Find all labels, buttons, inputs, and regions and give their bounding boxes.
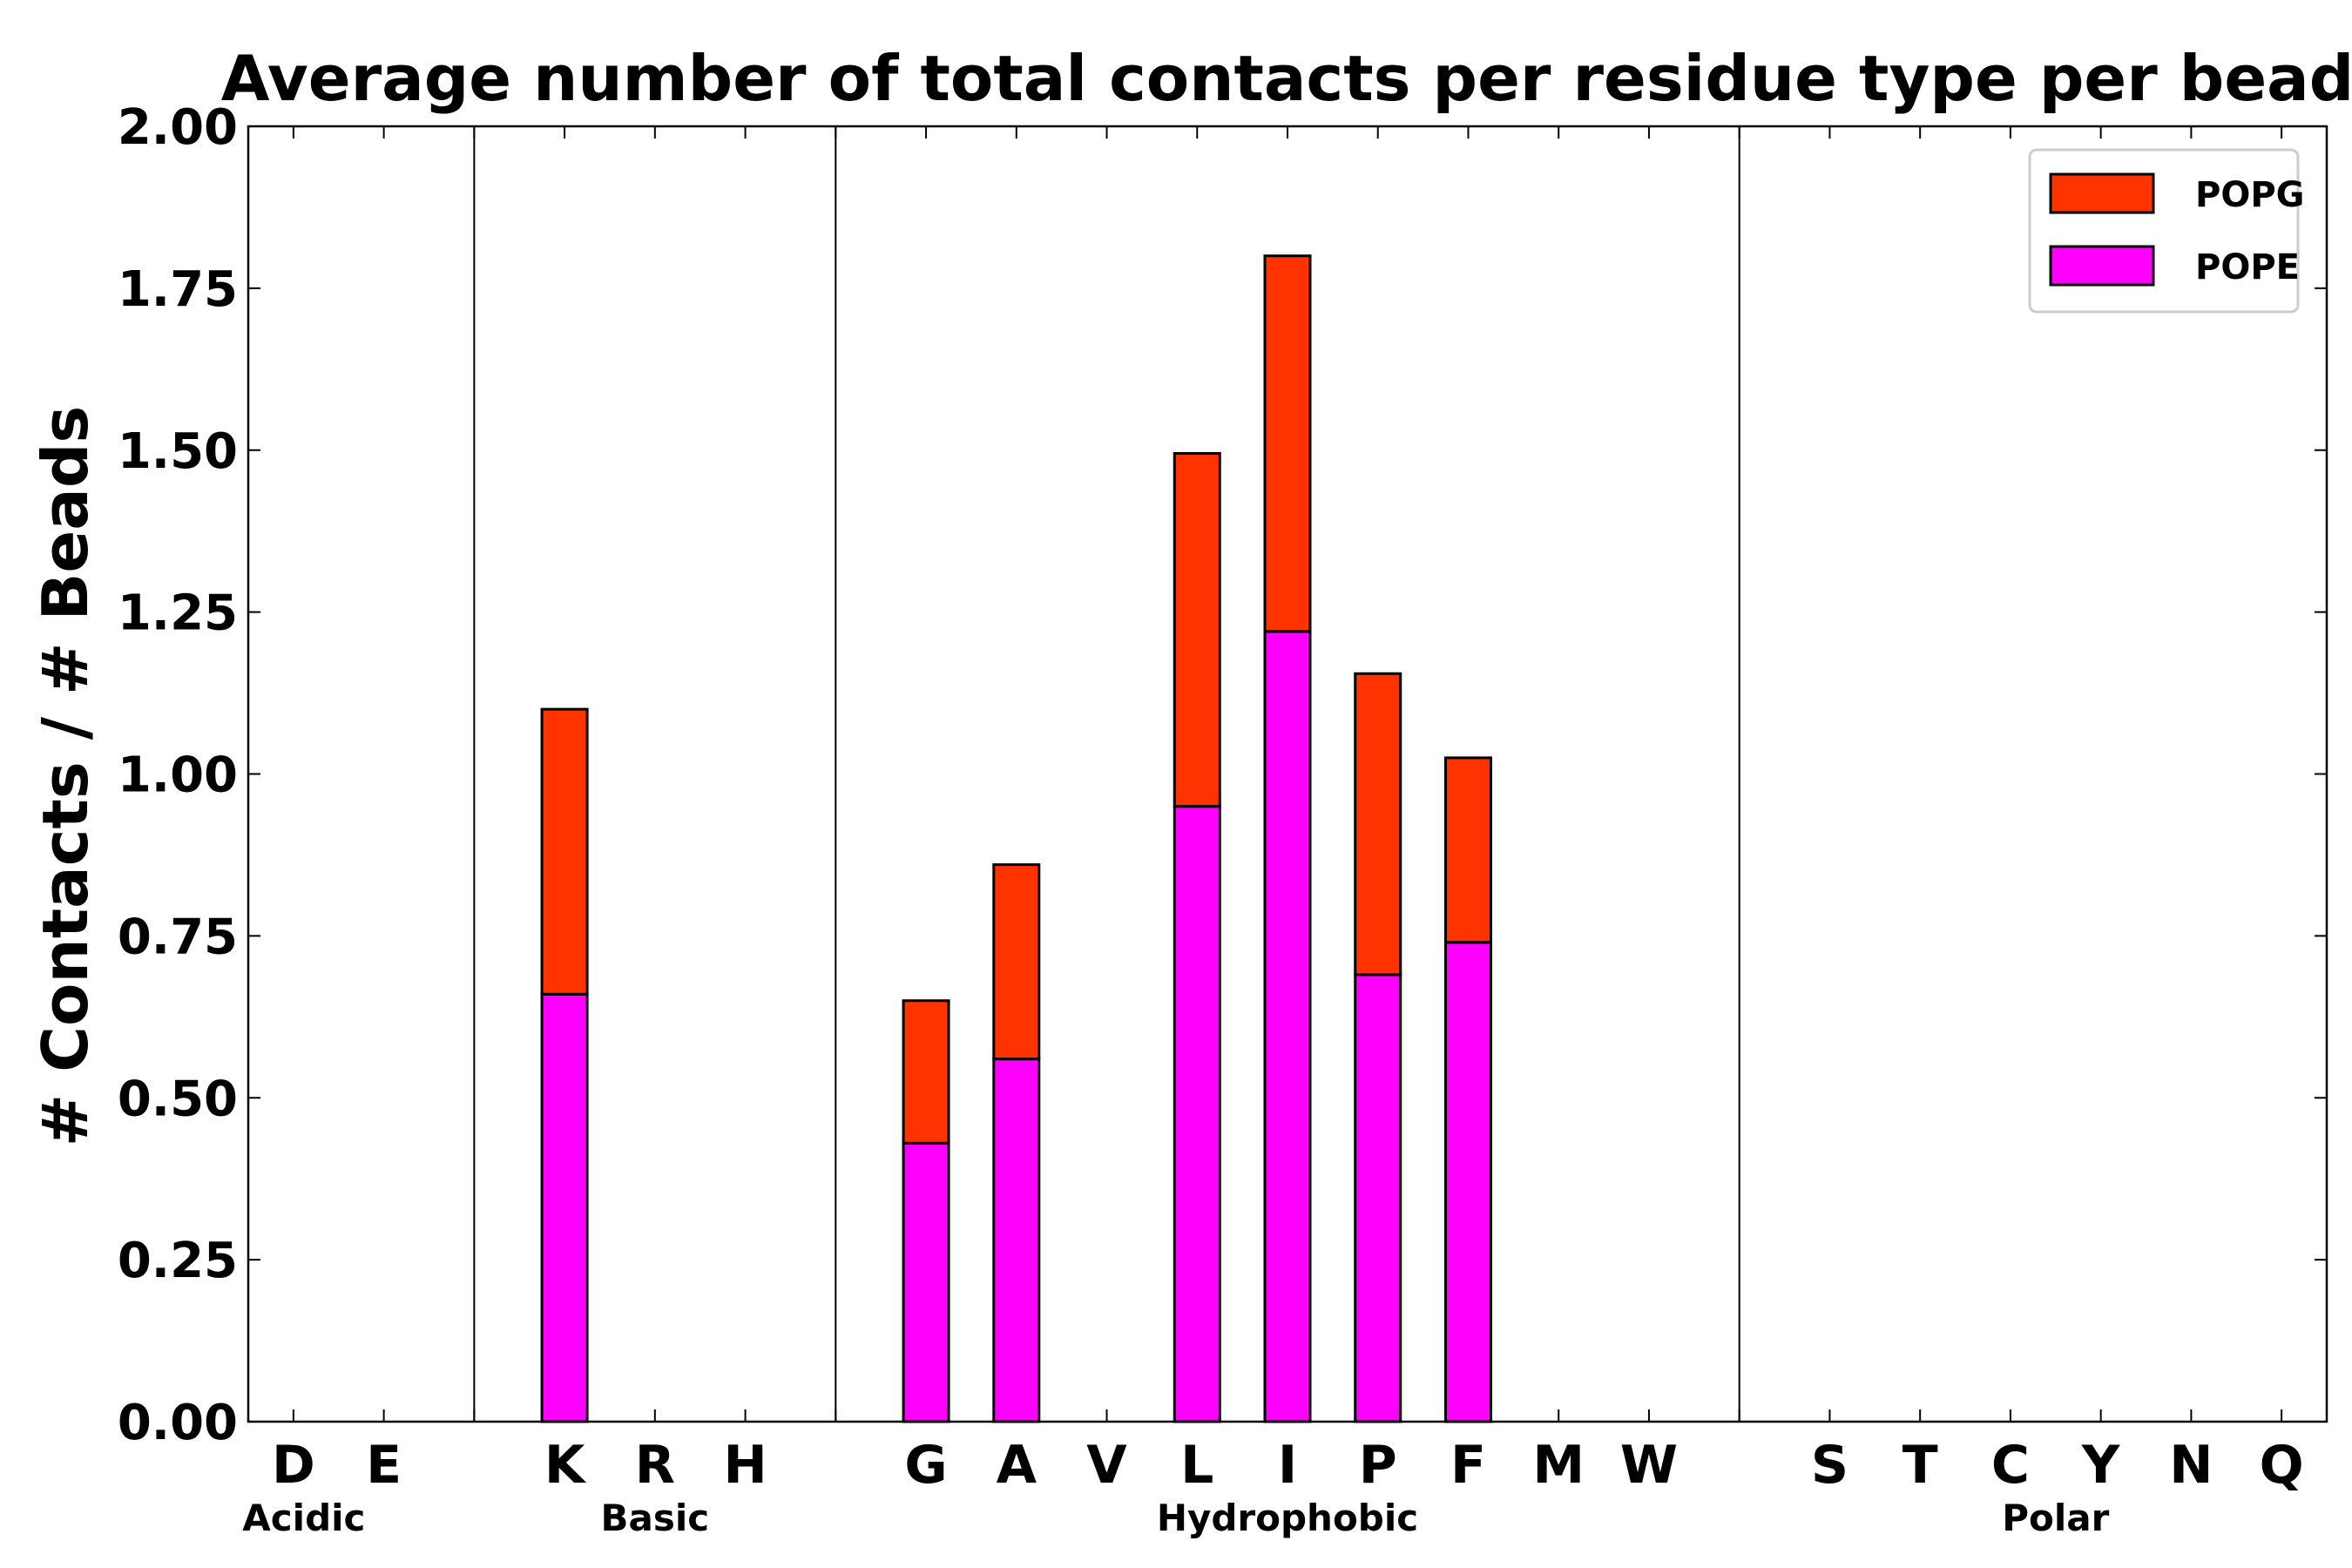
bar-popg-I	[1263, 254, 1312, 633]
y-tick-label: 1.25	[118, 585, 238, 642]
legend-label-pope: POPE	[2195, 247, 2300, 287]
group-label-basic: Basic	[600, 1497, 709, 1539]
y-tick-label: 0.50	[118, 1071, 238, 1127]
x-tick-label-H: H	[723, 1435, 767, 1496]
legend-label-popg: POPG	[2195, 175, 2304, 215]
x-tick-label-M: M	[1532, 1435, 1585, 1496]
bar-popg-L	[1173, 451, 1221, 808]
y-tick-label: 0.00	[118, 1395, 238, 1451]
y-axis-label: # Contacts / # Beads	[29, 406, 102, 1146]
bar-pope-A	[992, 1058, 1041, 1423]
bar-pope-G	[902, 1141, 950, 1423]
bar-pope-K	[540, 992, 589, 1423]
x-tick-label-L: L	[1180, 1435, 1213, 1496]
x-tick-label-V: V	[1086, 1435, 1127, 1496]
bar-popg-A	[992, 863, 1041, 1061]
bar-popg-G	[902, 999, 950, 1145]
x-tick-label-R: R	[635, 1435, 675, 1496]
x-tick-label-T: T	[1903, 1435, 1938, 1496]
group-label-hydrophobic: Hydrophobic	[1157, 1497, 1418, 1539]
group-label-acidic: Acidic	[242, 1497, 365, 1539]
y-tick-label: 1.75	[118, 261, 238, 318]
chart-title: Average number of total contacts per res…	[221, 42, 2352, 115]
plot-area: 0.00 0.25 0.50 0.75 1.00 1.25 1.50 1.75 2.00 D E K R…	[118, 99, 2327, 1539]
bar-popg-P	[1354, 672, 1402, 977]
bar-popg-K	[540, 707, 589, 996]
bar-popg-F	[1443, 756, 1492, 944]
legend: POPG POPE	[2028, 148, 2304, 314]
x-tick-label-E: E	[366, 1435, 402, 1496]
bar-pope-P	[1354, 973, 1402, 1423]
y-tick-label: 0.75	[118, 909, 238, 965]
bar-pope-L	[1173, 805, 1221, 1423]
x-tick-label-Y: Y	[2081, 1435, 2121, 1496]
x-tick-label-I: I	[1278, 1435, 1297, 1496]
x-tick-label-F: F	[1450, 1435, 1486, 1496]
x-tick-label-P: P	[1359, 1435, 1397, 1496]
x-tick-label-A: A	[997, 1435, 1037, 1496]
bar-pope-I	[1263, 630, 1312, 1423]
x-tick-label-N: N	[2169, 1435, 2213, 1496]
x-tick-label-C: C	[1991, 1435, 2030, 1496]
legend-swatch-popg	[2049, 172, 2155, 214]
y-tick-label: 1.00	[118, 747, 238, 804]
x-tick-label-D: D	[272, 1435, 315, 1496]
x-tick-label-G: G	[904, 1435, 947, 1496]
y-tick-label: 2.00	[118, 99, 238, 156]
x-tick-label-Q: Q	[2260, 1435, 2304, 1496]
x-tick-label-S: S	[1811, 1435, 1848, 1496]
plot-frame	[247, 125, 2328, 1423]
bar-pope-F	[1443, 941, 1492, 1423]
x-tick-label-K: K	[544, 1435, 587, 1496]
group-label-polar: Polar	[2002, 1497, 2109, 1539]
y-tick-label: 0.25	[118, 1233, 238, 1289]
y-tick-label: 1.50	[118, 423, 238, 480]
x-tick-label-W: W	[1620, 1435, 1678, 1496]
legend-swatch-pope	[2049, 245, 2155, 287]
